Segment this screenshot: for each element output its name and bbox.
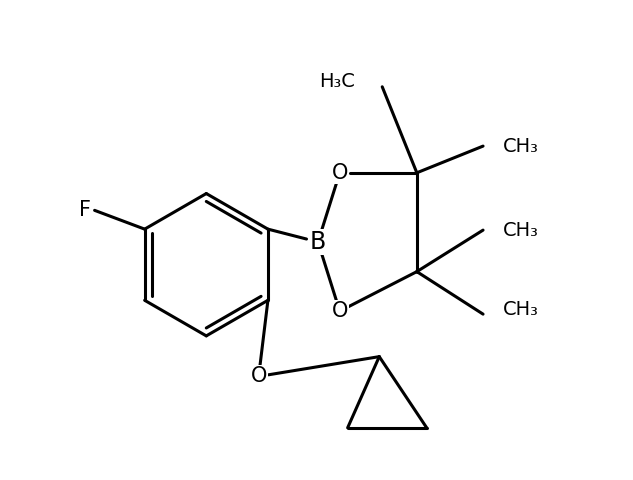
Text: H₃C: H₃C [318,72,354,91]
Text: CH₃: CH₃ [503,221,539,240]
Text: O: O [251,366,267,386]
Text: B: B [310,230,326,254]
Text: O: O [332,301,348,321]
Text: O: O [332,163,348,183]
Text: F: F [78,200,91,220]
Text: CH₃: CH₃ [503,137,539,156]
Text: CH₃: CH₃ [503,300,539,319]
